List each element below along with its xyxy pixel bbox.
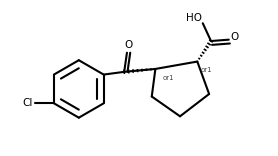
Text: O: O (124, 40, 132, 50)
Text: Cl: Cl (23, 98, 33, 108)
Text: O: O (230, 32, 238, 42)
Text: or1: or1 (201, 67, 212, 73)
Text: or1: or1 (162, 75, 174, 81)
Text: HO: HO (186, 13, 202, 23)
